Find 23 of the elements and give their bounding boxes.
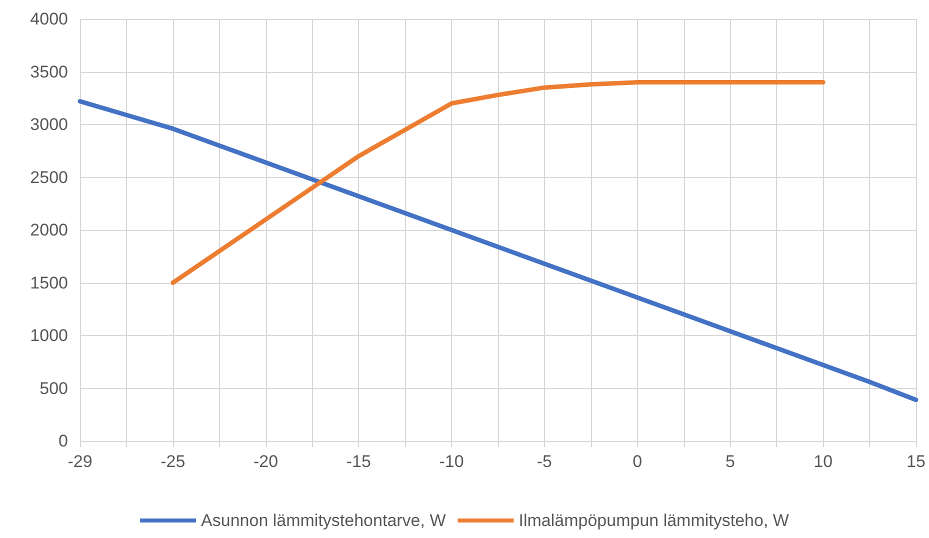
- y-tick-label: 3000: [30, 115, 68, 134]
- x-tick-label: -25: [160, 452, 186, 471]
- y-tick-label: 0: [58, 432, 68, 450]
- y-tick-label: 2500: [30, 168, 68, 187]
- x-tick-label: -20: [253, 452, 278, 471]
- y-tick-label: 2000: [30, 220, 68, 240]
- x-tick-label: 10: [814, 452, 833, 471]
- line-series: [170, 80, 826, 285]
- y-tick-label: 500: [40, 378, 68, 398]
- x-tick-label: -29: [68, 452, 92, 471]
- line-series: [78, 99, 918, 402]
- x-tick-label: 5: [725, 452, 735, 471]
- x-tick-label: 15: [906, 452, 926, 471]
- y-tick-label: 1000: [30, 326, 68, 345]
- x-tick-label: -5: [536, 452, 552, 471]
- legend-label: Asunnon lämmitystehontarve, W: [201, 511, 446, 530]
- legend-label: Ilmalämpöpumpun lämmitysteho, W: [518, 511, 789, 530]
- y-tick-label: 4000: [30, 10, 68, 28]
- x-tick-label: -10: [439, 452, 464, 471]
- x-tick-label: -15: [346, 452, 371, 471]
- y-tick-label: 1500: [30, 273, 68, 292]
- x-tick-label: 0: [632, 452, 642, 471]
- y-tick-label: 3500: [30, 62, 68, 82]
